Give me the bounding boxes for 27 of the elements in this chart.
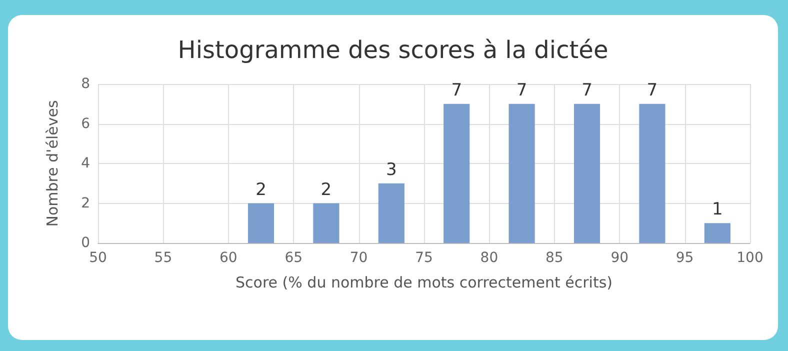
x-tick-label: 55 [154,250,172,266]
x-tick-label: 65 [284,250,303,266]
y-tick-label: 6 [81,116,90,132]
data-label: 7 [451,80,462,100]
y-axis-title: Nombre d'élèves [44,100,62,227]
x-tick-label: 95 [676,250,694,266]
x-tick-label: 60 [219,250,238,266]
data-label: 2 [320,180,332,200]
data-label: 7 [516,80,528,100]
data-label: 7 [582,80,592,100]
y-tick-label: 2 [81,195,90,212]
data-label: 1 [712,200,723,220]
x-axis-title: Score (% du nombre de mots correctement écrits) [236,274,612,292]
y-tick-label: 4 [81,156,90,172]
data-label: 7 [646,80,658,100]
data-label: 2 [256,180,266,200]
x-tick-label: 85 [545,250,564,266]
x-tick-label: 70 [350,250,368,266]
x-tick-label: 80 [480,250,498,266]
x-tick-label: 90 [610,250,629,266]
y-tick-label: 8 [81,76,90,92]
x-tick-label: 50 [89,250,107,266]
data-label: 3 [386,160,397,180]
x-tick-label: 75 [415,250,433,266]
x-tick-label: 100 [736,250,764,266]
chart-title: Histogramme des scores à la dictée [178,36,608,64]
y-tick-label: 0 [81,235,90,251]
